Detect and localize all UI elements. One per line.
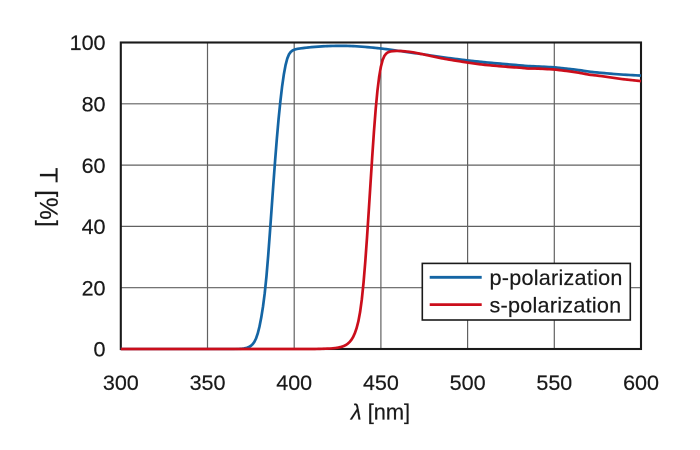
svg-text:100: 100: [70, 31, 106, 55]
svg-text:550: 550: [536, 371, 572, 395]
svg-text:40: 40: [82, 215, 106, 239]
svg-text:20: 20: [82, 276, 106, 300]
svg-text:p-polarization: p-polarization: [490, 265, 623, 290]
svg-text:500: 500: [450, 371, 486, 395]
svg-text:400: 400: [276, 371, 312, 395]
svg-text:s-polarization: s-polarization: [490, 292, 622, 317]
svg-text:450: 450: [363, 371, 399, 395]
svg-text:350: 350: [190, 371, 226, 395]
svg-text:λ [nm]: λ [nm]: [350, 400, 410, 425]
svg-text:0: 0: [94, 338, 106, 362]
svg-text:300: 300: [103, 371, 139, 395]
svg-text:T [%]: T [%]: [34, 168, 62, 228]
svg-text:60: 60: [82, 154, 106, 178]
svg-text:80: 80: [82, 93, 106, 117]
svg-text:600: 600: [623, 371, 659, 395]
